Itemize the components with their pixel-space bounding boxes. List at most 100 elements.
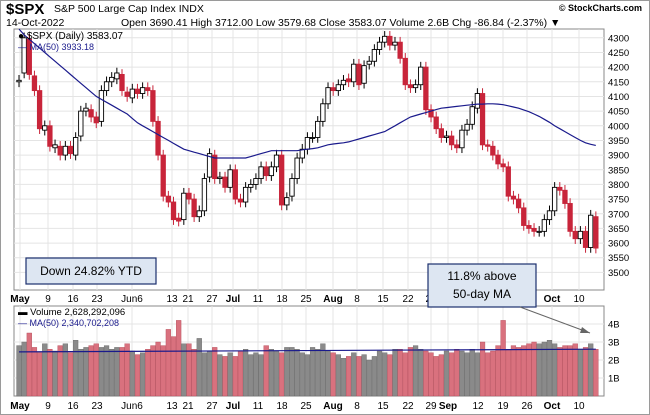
volume-bar <box>150 345 156 397</box>
volume-bar <box>83 347 89 397</box>
y-tick-label: 4100 <box>608 92 629 103</box>
candle-body <box>150 90 156 122</box>
x-tick-label: Jul <box>226 294 241 305</box>
company-name: S&P 500 Large Cap Index INDX <box>54 3 204 15</box>
volume-bar <box>577 349 583 397</box>
volume-bar <box>510 345 517 397</box>
candle-body <box>222 176 228 188</box>
candle-body <box>495 154 501 165</box>
candle-body <box>206 153 213 178</box>
candle-body <box>170 201 177 221</box>
y-tick-label: 3750 <box>608 195 629 206</box>
candle-body <box>546 210 553 221</box>
volume-bar <box>186 343 192 397</box>
y-tick-label: 3550 <box>608 253 629 264</box>
candle-body <box>454 144 460 149</box>
candle-body <box>320 103 326 122</box>
candle-body <box>541 219 547 232</box>
volume-bar <box>500 320 506 397</box>
candle-body <box>572 230 578 240</box>
candle-body <box>500 163 506 168</box>
y-tick-label: 4150 <box>608 77 629 88</box>
price-series-legend: ● $SPX (Daily) 3583.07 <box>18 31 123 42</box>
volume-bar <box>356 356 362 397</box>
volume-bar <box>165 329 171 397</box>
candle-body <box>289 178 295 197</box>
candle-body <box>258 166 264 180</box>
candle-body <box>443 135 450 138</box>
x-tick-label: 16 <box>67 294 79 305</box>
candle-body <box>361 65 367 84</box>
candle-body <box>402 57 408 86</box>
x-tick-label: 23 <box>91 294 103 305</box>
volume-bar <box>119 347 125 397</box>
x-tick-label: May <box>10 294 30 305</box>
candle-body <box>176 217 182 222</box>
candle-body <box>335 84 341 92</box>
x-tick-label-volume: May <box>10 401 30 412</box>
candle-body <box>438 128 444 138</box>
candle-body <box>515 198 522 209</box>
y-tick-label: 3800 <box>608 180 629 191</box>
candle-body <box>186 192 192 200</box>
candle-body <box>279 154 285 206</box>
volume-bar <box>485 352 491 397</box>
volume-bar <box>52 350 58 397</box>
candle-body <box>88 109 94 118</box>
volume-bar <box>505 349 511 397</box>
volume-bar <box>407 347 414 397</box>
volume-bar <box>248 354 254 397</box>
candle-body <box>351 63 357 83</box>
x-tick-label-volume: Aug <box>323 401 342 412</box>
candle-body <box>273 154 280 168</box>
volume-bar <box>304 354 311 397</box>
candle-body <box>588 214 594 248</box>
candle-body <box>397 41 403 59</box>
volume-bar <box>474 352 480 397</box>
candle-body <box>536 230 542 233</box>
volume-bar <box>253 352 259 397</box>
volume-bar <box>515 347 522 397</box>
volume-panel: ▬ Volume 2,628,292,096— MA(50) 2,340,702… <box>13 305 605 397</box>
volume-bar <box>469 349 475 397</box>
candle-body <box>232 169 238 200</box>
ma-annotation-line2: 50-day MA <box>453 287 511 301</box>
candle-body <box>469 106 475 125</box>
candle-body <box>42 125 48 131</box>
volume-bar <box>459 350 465 397</box>
annotation-arrowhead <box>580 327 590 333</box>
volume-bar <box>206 350 213 397</box>
candle-body <box>21 37 27 74</box>
candle-body <box>181 192 187 221</box>
candle-body <box>526 225 532 229</box>
candle-body <box>521 207 527 226</box>
volume-bar <box>521 345 527 397</box>
annotation-arrow <box>519 306 591 334</box>
candle-body <box>145 87 151 92</box>
volume-bar <box>47 349 53 397</box>
candle-body <box>562 189 568 204</box>
price-plot-area <box>13 28 605 291</box>
volume-bar <box>21 341 27 397</box>
volume-bar <box>237 350 244 397</box>
x-tick-label: 9 <box>45 294 51 305</box>
candle-body <box>376 41 383 50</box>
x-tick-label: 15 <box>377 294 389 305</box>
volume-bar <box>392 349 398 397</box>
candle-body <box>139 87 146 94</box>
volume-bar <box>268 349 274 397</box>
volume-y-tick-label: 3B <box>608 338 620 349</box>
candle-body <box>464 123 470 131</box>
volume-bar <box>222 356 228 397</box>
volume-bar <box>243 349 249 397</box>
candle-body <box>593 216 599 249</box>
volume-bar <box>176 320 182 397</box>
volume-ma-legend: — MA(50) 2,340,702,208 <box>18 318 119 328</box>
volume-bar <box>289 347 295 397</box>
candle-body <box>309 137 316 139</box>
ma-annotation-line1: 11.8% above <box>447 269 516 283</box>
annotations: Down 24.82% YTD 11.8% above 50-day MA <box>25 257 591 334</box>
x-tick-label-volume: 27 <box>206 401 218 412</box>
candle-body <box>557 186 563 191</box>
